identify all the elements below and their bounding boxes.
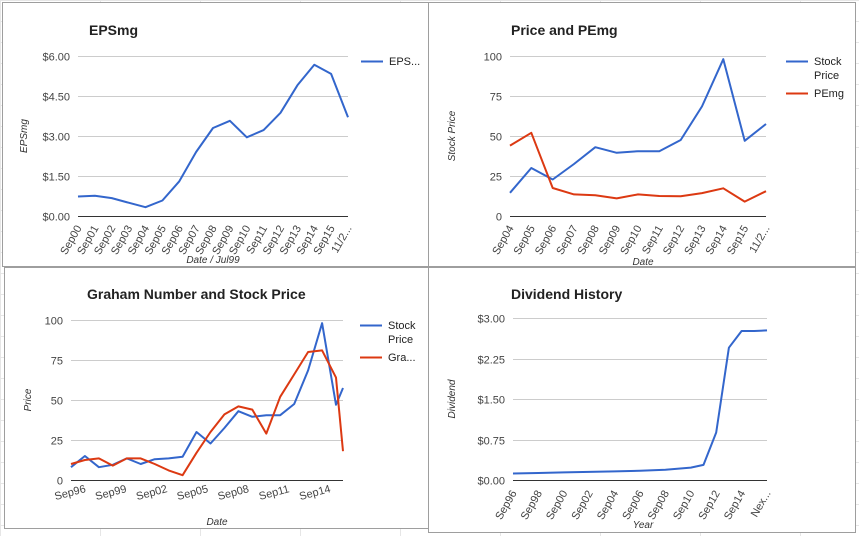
- y-tick-label: $1.50: [477, 395, 505, 407]
- x-tick-label: Sep06: [620, 489, 646, 523]
- series-line-0: [70, 322, 344, 469]
- x-axis-title: Date: [206, 517, 228, 528]
- legend-label-1: PEmg: [814, 88, 844, 100]
- x-axis-title: Date: [632, 257, 654, 268]
- x-tick-label: Sep10: [618, 224, 644, 258]
- legend-label-0: Price: [814, 70, 839, 82]
- y-axis-title: Price: [23, 388, 34, 411]
- y-tick-label: $0.75: [477, 436, 505, 448]
- series-line-1: [509, 131, 767, 203]
- y-tick-label: $0.00: [477, 476, 505, 488]
- x-tick-label: Sep98: [519, 489, 545, 523]
- x-tick-label: Sep04: [595, 489, 621, 523]
- x-tick-label: Sep05: [176, 483, 210, 503]
- legend-label-0: Stock: [388, 320, 416, 332]
- series-line-0: [512, 329, 768, 475]
- x-tick-label: Sep14: [298, 483, 332, 503]
- x-tick-label: 11/2...: [747, 224, 772, 256]
- legend-label-0: EPS...: [389, 56, 420, 68]
- y-tick-label: 0: [496, 212, 502, 224]
- price-pe-chart-svg: Price and PEmg0255075100Sep04Sep05Sep06S…: [447, 22, 844, 268]
- legend-label-1: Gra...: [388, 352, 416, 364]
- y-tick-label: $2.25: [477, 355, 505, 367]
- chart-title: Graham Number and Stock Price: [87, 286, 306, 302]
- y-tick-label: $6.00: [42, 52, 70, 64]
- x-tick-label: Sep02: [569, 489, 595, 523]
- y-axis-title: Dividend: [447, 379, 458, 418]
- x-tick-label: Sep14: [722, 489, 748, 523]
- y-tick-label: 50: [51, 396, 63, 408]
- x-axis-title: Year: [633, 520, 654, 531]
- x-tick-label: Sep00: [544, 489, 570, 523]
- y-tick-label: 25: [51, 436, 63, 448]
- y-tick-label: 25: [490, 172, 502, 184]
- y-tick-label: $4.50: [42, 92, 70, 104]
- x-tick-label: Sep08: [217, 483, 251, 503]
- y-tick-label: $3.00: [477, 314, 505, 326]
- x-tick-label: Sep02: [135, 483, 169, 503]
- legend-label-0: Stock: [814, 56, 842, 68]
- y-tick-label: 100: [484, 52, 502, 64]
- y-tick-label: $3.00: [42, 132, 70, 144]
- x-tick-label: Sep99: [94, 483, 128, 503]
- x-tick-label: Sep96: [493, 489, 519, 523]
- y-tick-label: 0: [57, 476, 63, 488]
- graham-chart-svg: Graham Number and Stock Price 0 25 50 75 100 S…: [23, 286, 416, 528]
- y-tick-label: 75: [51, 356, 63, 368]
- x-tick-label: Sep12: [696, 489, 722, 523]
- chart-title: Dividend History: [511, 286, 622, 302]
- series-line-1: [70, 349, 344, 477]
- x-axis-title: Date / Jul99: [186, 255, 240, 266]
- y-axis-title: Stock Price: [447, 110, 458, 161]
- chart-dividend[interactable]: Dividend History $0.00 $0.75 $1.50 $2.25 $3.0…: [428, 267, 856, 533]
- x-tick-label: Nex...: [749, 489, 774, 520]
- x-tick-label: Sep11: [258, 483, 291, 503]
- x-tick-label: Sep15: [725, 224, 751, 258]
- chart-eps[interactable]: EPSmg $0.00 $1.50 $3.00 $4.50 $6.00 Sep00 Sep01…: [2, 2, 429, 267]
- eps-chart-svg: EPSmg$0.00$1.50$3.00$4.50$6.00Sep00Sep01…: [19, 22, 420, 266]
- y-tick-label: $0.00: [42, 212, 70, 224]
- y-tick-label: 75: [490, 92, 502, 104]
- x-tick-label: Sep08: [646, 489, 672, 523]
- x-tick-label: Sep10: [671, 489, 697, 523]
- chart-price-pe[interactable]: Price and PEmg 0 25 50 75 100 Sep04 Sep05 Sep06 S…: [428, 2, 856, 268]
- dividend-chart-svg: Dividend History $0.00 $0.75 $1.50 $2.25 $3.0…: [447, 286, 774, 531]
- series-line-0: [509, 58, 767, 194]
- y-tick-label: 50: [490, 132, 502, 144]
- y-axis-title: EPSmg: [19, 119, 30, 153]
- chart-title: EPSmg: [89, 22, 138, 38]
- legend-label-0: Price: [388, 334, 413, 346]
- chart-title: Price and PEmg: [511, 22, 618, 38]
- y-tick-label: $1.50: [42, 172, 70, 184]
- y-tick-label: 100: [45, 316, 63, 328]
- chart-graham[interactable]: Graham Number and Stock Price 0 25 50 75 100 S…: [4, 267, 431, 529]
